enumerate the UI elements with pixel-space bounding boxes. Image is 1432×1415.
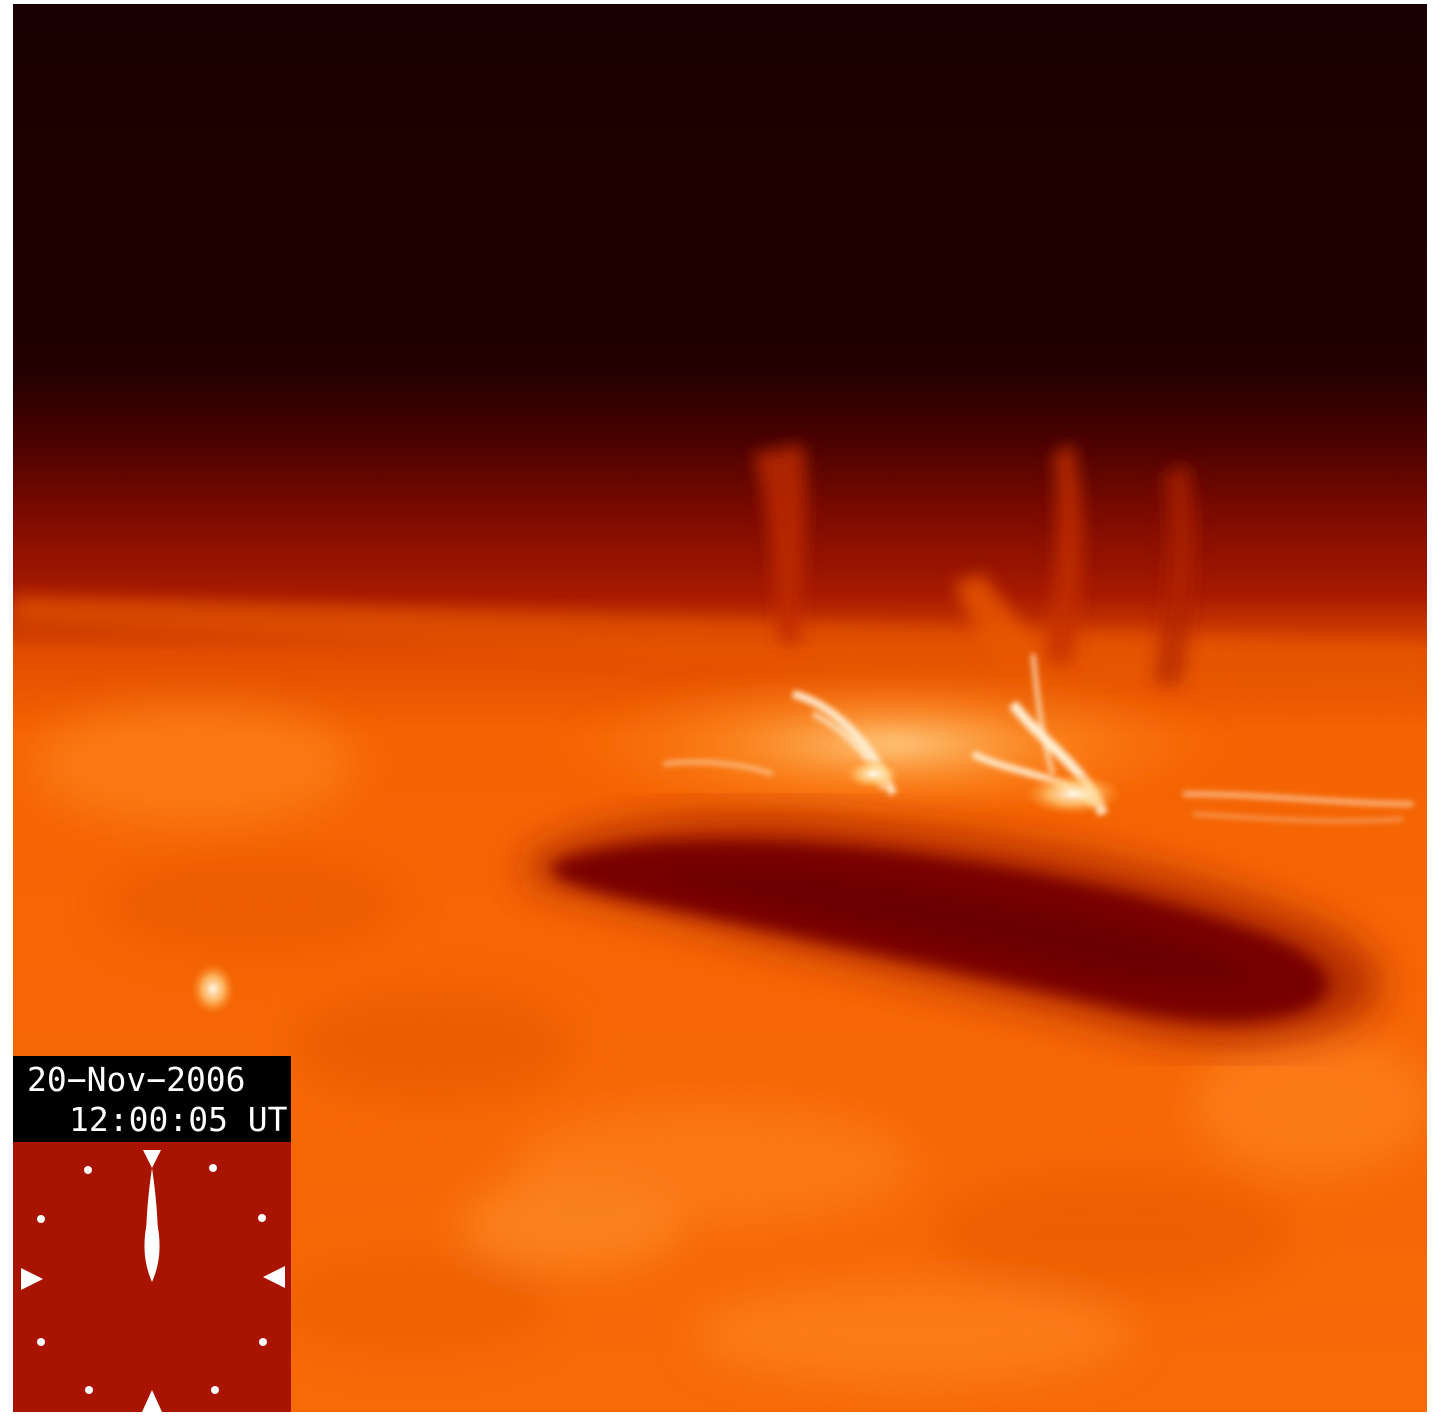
observation-date: 20−Nov−2006 bbox=[27, 1060, 246, 1099]
active-region-glow bbox=[553, 664, 1233, 824]
clock-hands bbox=[144, 1168, 160, 1282]
dark-filament bbox=[522, 816, 1381, 1043]
observation-time: 12:00:05 UT bbox=[69, 1100, 288, 1139]
solar-image-frame: 20−Nov−2006 12:00:05 UT bbox=[13, 4, 1427, 1412]
bright-kernel bbox=[843, 758, 903, 790]
solar-euv-image bbox=[13, 4, 1427, 1412]
clock-hour-marks bbox=[21, 1150, 285, 1412]
disk-texture bbox=[33, 704, 1427, 1384]
bright-point bbox=[191, 963, 235, 1015]
timestamp-label: 20−Nov−2006 12:00:05 UT bbox=[13, 1056, 291, 1142]
bright-kernel bbox=[1023, 772, 1123, 816]
clock-icon bbox=[13, 1142, 291, 1412]
